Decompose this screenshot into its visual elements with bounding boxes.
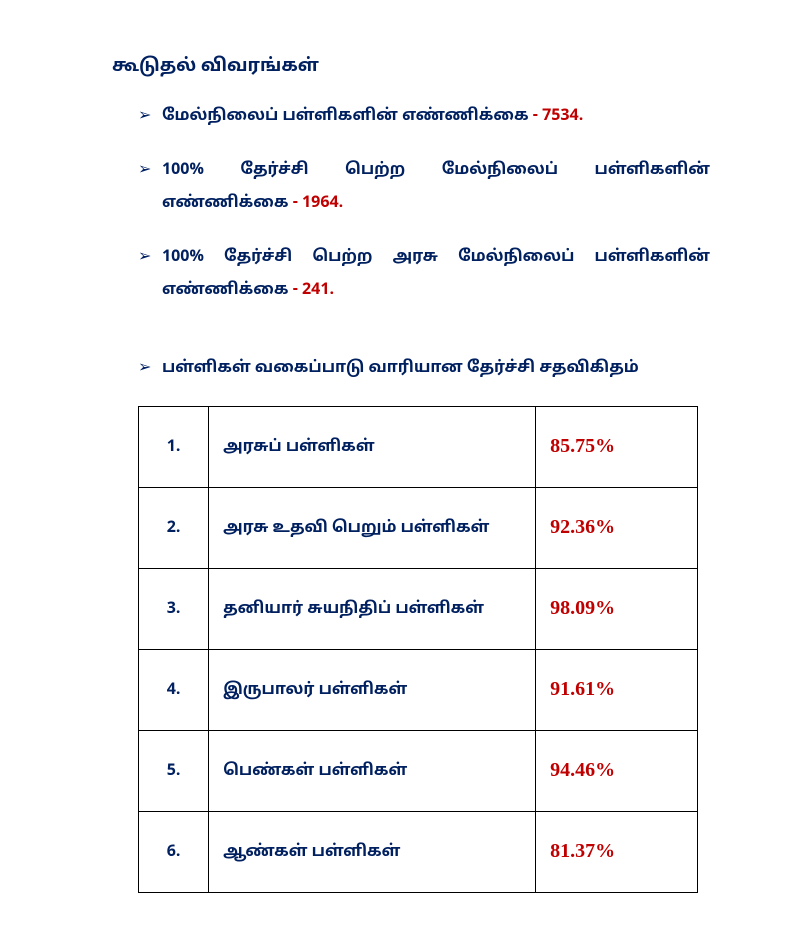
table-heading-text: பள்ளிகள் வகைப்பாடு வாரியான தேர்ச்சி சதவி… (162, 358, 639, 378)
row-category: பெண்கள் பள்ளிகள் (209, 730, 536, 811)
document-page: கூடுதல் விவரங்கள் மேல்நிலைப் பள்ளிகளின் … (0, 0, 800, 933)
row-sno: 2. (139, 487, 209, 568)
row-percentage: 98.09% (536, 568, 698, 649)
section-heading: கூடுதல் விவரங்கள் (112, 55, 710, 78)
row-sno: 5. (139, 730, 209, 811)
table-container: 1. அரசுப் பள்ளிகள் 85.75% 2. அரசு உதவி ப… (138, 406, 710, 893)
table-heading-bullet: பள்ளிகள் வகைப்பாடு வாரியான தேர்ச்சி சதவி… (138, 352, 710, 386)
bullet-dash: - (293, 280, 298, 300)
spacer (138, 328, 710, 352)
bullet-item: 100% தேர்ச்சி பெற்ற அரசு மேல்நிலைப் பள்ள… (138, 241, 710, 308)
bullet-dash: - (293, 193, 298, 213)
row-category: ஆண்கள் பள்ளிகள் (209, 811, 536, 892)
bullet-value: 241. (302, 280, 334, 300)
row-percentage: 85.75% (536, 406, 698, 487)
bullet-value: 7534. (542, 106, 583, 126)
row-sno: 3. (139, 568, 209, 649)
bullet-text: 100% தேர்ச்சி பெற்ற அரசு மேல்நிலைப் பள்ள… (162, 247, 710, 301)
table-row: 6. ஆண்கள் பள்ளிகள் 81.37% (139, 811, 698, 892)
table-row: 5. பெண்கள் பள்ளிகள் 94.46% (139, 730, 698, 811)
row-sno: 4. (139, 649, 209, 730)
row-category: தனியார் சுயநிதிப் பள்ளிகள் (209, 568, 536, 649)
table-row: 4. இருபாலர் பள்ளிகள் 91.61% (139, 649, 698, 730)
bullet-text: 100% தேர்ச்சி பெற்ற மேல்நிலைப் பள்ளிகளின… (162, 160, 710, 214)
row-sno: 1. (139, 406, 209, 487)
bullet-item: மேல்நிலைப் பள்ளிகளின் எண்ணிக்கை - 7534. (138, 100, 710, 134)
bullet-text: மேல்நிலைப் பள்ளிகளின் எண்ணிக்கை (162, 106, 529, 126)
bullet-list: மேல்நிலைப் பள்ளிகளின் எண்ணிக்கை - 7534. … (138, 100, 710, 386)
row-sno: 6. (139, 811, 209, 892)
row-percentage: 92.36% (536, 487, 698, 568)
row-percentage: 81.37% (536, 811, 698, 892)
table-row: 3. தனியார் சுயநிதிப் பள்ளிகள் 98.09% (139, 568, 698, 649)
bullet-item: 100% தேர்ச்சி பெற்ற மேல்நிலைப் பள்ளிகளின… (138, 154, 710, 221)
row-category: இருபாலர் பள்ளிகள் (209, 649, 536, 730)
bullet-dash: - (533, 106, 538, 126)
row-percentage: 91.61% (536, 649, 698, 730)
bullet-value: 1964. (302, 193, 343, 213)
pass-percentage-table: 1. அரசுப் பள்ளிகள் 85.75% 2. அரசு உதவி ப… (138, 406, 698, 893)
table-row: 1. அரசுப் பள்ளிகள் 85.75% (139, 406, 698, 487)
row-category: அரசு உதவி பெறும் பள்ளிகள் (209, 487, 536, 568)
row-percentage: 94.46% (536, 730, 698, 811)
table-row: 2. அரசு உதவி பெறும் பள்ளிகள் 92.36% (139, 487, 698, 568)
row-category: அரசுப் பள்ளிகள் (209, 406, 536, 487)
